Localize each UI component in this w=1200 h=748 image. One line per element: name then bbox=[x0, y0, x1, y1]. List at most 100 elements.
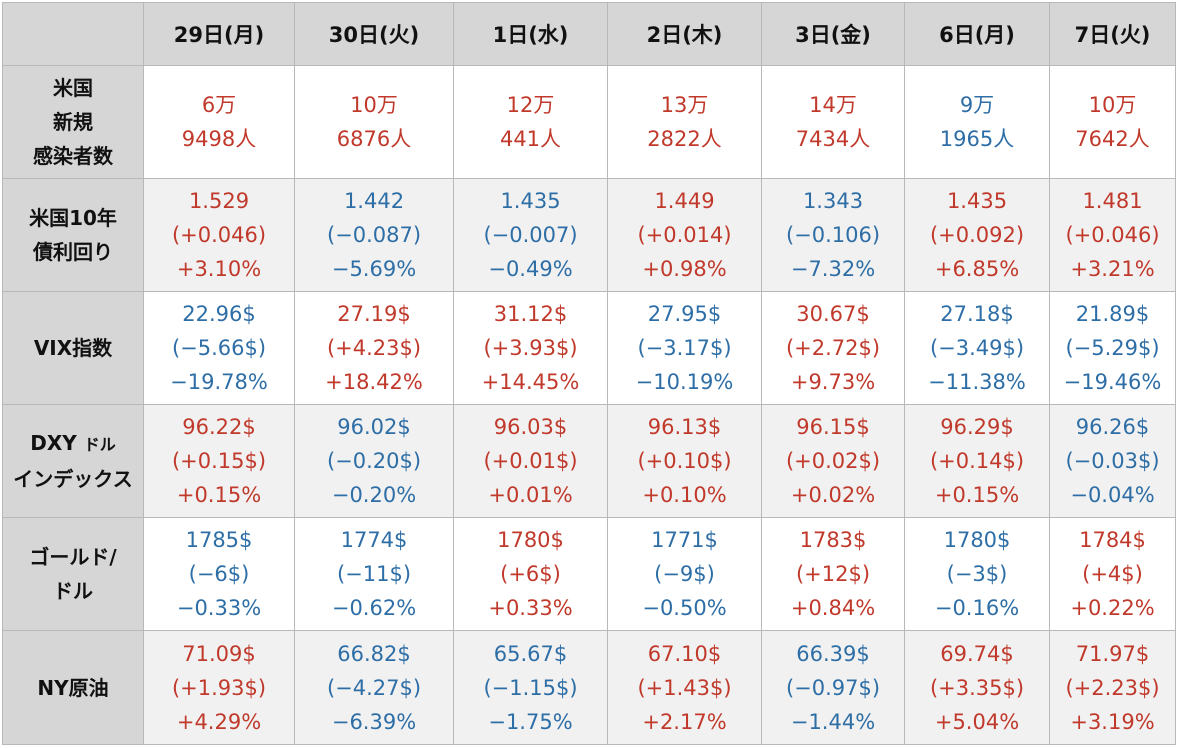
data-cell: 1.435 (+0.092) +6.85% bbox=[904, 178, 1050, 292]
row-label-vix: VIX指数 bbox=[2, 291, 144, 405]
cell-value-line: 1771$ bbox=[651, 528, 718, 552]
cell-value-line: 1.449 bbox=[654, 189, 715, 213]
cell-value-line: 1785$ bbox=[185, 528, 253, 552]
row-gold: ゴールド/ ドル 1785$ (−6$) −0.33% 1774$ (−11$) −0.6… bbox=[2, 517, 1176, 631]
cell-value-line: (+0.14$) bbox=[929, 449, 1025, 473]
data-cell: 10万 6876人 bbox=[294, 65, 454, 179]
data-cell: 1785$ (−6$) −0.33% bbox=[143, 517, 295, 631]
data-cell: 96.13$ (+0.10$) +0.10% bbox=[607, 404, 762, 518]
cell-value-line: +2.17% bbox=[642, 709, 727, 734]
cell-value-line: 9万 bbox=[959, 93, 995, 117]
cell-value-line: (−6$) bbox=[188, 562, 250, 586]
cell-value-line: +4.29% bbox=[176, 709, 262, 734]
cell-value-line: (+0.10$) bbox=[637, 449, 732, 473]
data-cell: 96.15$ (+0.02$) +0.02% bbox=[761, 404, 905, 518]
cell-value-line: 96.22$ bbox=[182, 415, 256, 439]
cell-value-line: −1.44% bbox=[790, 709, 876, 734]
data-cell: 13万 2822人 bbox=[607, 65, 762, 179]
cell-value-line: −0.49% bbox=[488, 257, 573, 281]
data-cell: 31.12$ (+3.93$) +14.45% bbox=[453, 291, 608, 405]
cell-value-line: −0.62% bbox=[331, 596, 417, 620]
cell-value-line: −0.16% bbox=[934, 596, 1020, 620]
cell-value-line: −1.75% bbox=[488, 709, 573, 734]
cell-value-line: −19.78% bbox=[170, 370, 268, 394]
cell-value-line: (−0.97$) bbox=[785, 675, 881, 700]
cell-value-line: 66.82$ bbox=[337, 641, 411, 666]
header-day-7: 7日(火) bbox=[1049, 2, 1176, 66]
header-day-4: 2日(木) bbox=[607, 2, 762, 66]
data-cell: 96.26$ (−0.03$) −0.04% bbox=[1049, 404, 1176, 518]
cell-value-line: +9.73% bbox=[790, 370, 876, 394]
data-cell: 1774$ (−11$) −0.62% bbox=[294, 517, 454, 631]
row-label-line: NY原油 bbox=[37, 675, 109, 700]
cell-value-line: 6876人 bbox=[336, 127, 412, 151]
cell-value-line: 71.97$ bbox=[1075, 641, 1150, 666]
data-cell: 1.449 (+0.014) +0.98% bbox=[607, 178, 762, 292]
cell-value-line: (−0.03$) bbox=[1065, 449, 1160, 473]
row-label-line: VIX指数 bbox=[33, 336, 113, 360]
cell-value-line: 10万 bbox=[1088, 93, 1137, 117]
cell-value-line: 1774$ bbox=[340, 528, 408, 552]
cell-value-line: +0.98% bbox=[642, 257, 727, 281]
cell-value-line: 66.39$ bbox=[796, 641, 870, 666]
cell-value-line: 9498人 bbox=[181, 127, 257, 151]
cell-value-line: (−3$) bbox=[946, 562, 1008, 586]
row-label-ny-crude: NY原油 bbox=[2, 630, 144, 745]
cell-value-line: 27.95$ bbox=[647, 302, 722, 326]
data-cell: 96.03$ (+0.01$) +0.01% bbox=[453, 404, 608, 518]
row-label-line: 感染者数 bbox=[33, 144, 113, 168]
cell-value-line: 31.12$ bbox=[493, 302, 568, 326]
row-us-new-cases: 米国 新規 感染者数 6万 9498人 10万 6876人 12万 441人 13万 2822… bbox=[2, 65, 1176, 179]
row-us-10y-yield: 米国10年 債利回り 1.529 (+0.046) +3.10% 1.442 (−0.0… bbox=[2, 178, 1176, 292]
row-dxy: DXY ドル インデックス 96.22$ (+0.15$) +0.15% 96.02$… bbox=[2, 404, 1176, 518]
cell-value-line: +18.42% bbox=[325, 370, 423, 394]
cell-value-line: (+12$) bbox=[795, 562, 871, 586]
cell-value-line: +0.33% bbox=[488, 596, 573, 620]
cell-value-line: −0.20% bbox=[331, 483, 417, 507]
cell-value-line: 441人 bbox=[499, 127, 562, 151]
cell-value-line: −10.19% bbox=[635, 370, 734, 394]
cell-value-line: +14.45% bbox=[481, 370, 580, 394]
cell-value-line: 1965人 bbox=[939, 127, 1015, 151]
data-cell: 21.89$ (−5.29$) −19.46% bbox=[1049, 291, 1176, 405]
cell-value-line: 65.67$ bbox=[493, 641, 568, 666]
data-cell: 66.39$ (−0.97$) −1.44% bbox=[761, 630, 905, 745]
data-cell: 1.343 (−0.106) −7.32% bbox=[761, 178, 905, 292]
cell-value-line: +6.85% bbox=[934, 257, 1020, 281]
dxy-label-main: DXY bbox=[30, 431, 77, 455]
cell-value-line: (−0.007) bbox=[483, 223, 578, 247]
cell-value-line: −6.39% bbox=[331, 709, 417, 734]
data-cell: 1783$ (+12$) +0.84% bbox=[761, 517, 905, 631]
data-cell: 96.29$ (+0.14$) +0.15% bbox=[904, 404, 1050, 518]
data-cell: 27.95$ (−3.17$) −10.19% bbox=[607, 291, 762, 405]
cell-value-line: (+3.93$) bbox=[483, 336, 578, 360]
cell-value-line: 96.15$ bbox=[796, 415, 870, 439]
row-label-line: ゴールド/ bbox=[29, 545, 117, 569]
cell-value-line: +3.21% bbox=[1070, 257, 1155, 281]
cell-value-line: 96.03$ bbox=[493, 415, 568, 439]
cell-value-line: (−3.49$) bbox=[929, 336, 1025, 360]
data-cell: 12万 441人 bbox=[453, 65, 608, 179]
data-cell: 1.442 (−0.087) −5.69% bbox=[294, 178, 454, 292]
cell-value-line: 14万 bbox=[809, 93, 857, 117]
cell-value-line: −7.32% bbox=[790, 257, 876, 281]
cell-value-line: 10万 bbox=[350, 93, 398, 117]
row-label-gold: ゴールド/ ドル bbox=[2, 517, 144, 631]
cell-value-line: (+0.014) bbox=[637, 223, 732, 247]
cell-value-line: (−0.106) bbox=[785, 223, 881, 247]
cell-value-line: 1783$ bbox=[799, 528, 867, 552]
cell-value-line: 1780$ bbox=[497, 528, 564, 552]
row-vix: VIX指数 22.96$ (−5.66$) −19.78% 27.19$ (+4.23$… bbox=[2, 291, 1176, 405]
data-cell: 27.18$ (−3.49$) −11.38% bbox=[904, 291, 1050, 405]
cell-value-line: 1.442 bbox=[343, 189, 405, 213]
data-cell: 96.22$ (+0.15$) +0.15% bbox=[143, 404, 295, 518]
cell-value-line: +0.02% bbox=[790, 483, 876, 507]
data-cell: 1771$ (−9$) −0.50% bbox=[607, 517, 762, 631]
header-day-3: 1日(水) bbox=[453, 2, 608, 66]
data-cell: 1.481 (+0.046) +3.21% bbox=[1049, 178, 1176, 292]
row-label-line: ドル bbox=[53, 579, 93, 603]
data-cell: 71.97$ (+2.23$) +3.19% bbox=[1049, 630, 1176, 745]
cell-value-line: (−11$) bbox=[336, 562, 412, 586]
cell-value-line: +0.10% bbox=[642, 483, 727, 507]
cell-value-line: −19.46% bbox=[1063, 370, 1162, 394]
